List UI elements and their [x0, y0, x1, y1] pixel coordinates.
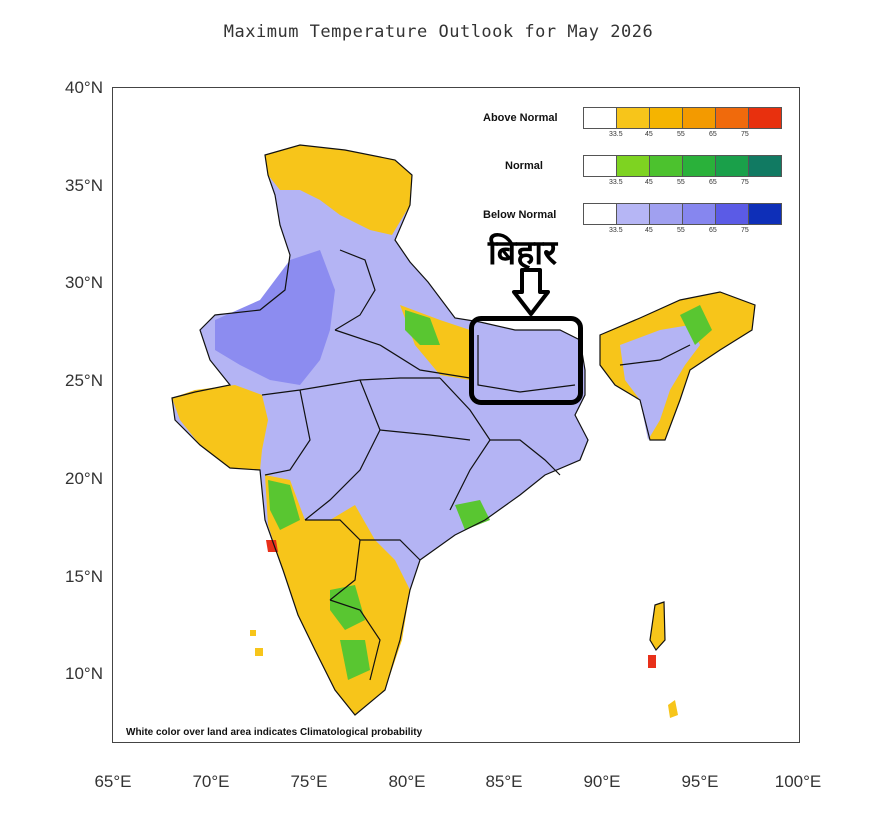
- legend-tick: 65: [709, 131, 717, 138]
- legend-tick: 75: [741, 131, 749, 138]
- legend-swatch: [616, 108, 649, 128]
- below-dark-region: [215, 250, 335, 385]
- above-north: [265, 145, 412, 235]
- below-northeast: [620, 325, 700, 440]
- lakshadweep: [255, 648, 263, 656]
- legend-swatch: [748, 204, 781, 224]
- bihar-highlight-box: [469, 316, 583, 405]
- legend-above-label: Above Normal: [483, 112, 558, 124]
- above-red-patch-andaman: [648, 655, 656, 668]
- x-tick-label: 65°E: [94, 772, 132, 791]
- legend-swatch: [616, 204, 649, 224]
- normal-patch-4: [330, 585, 365, 630]
- legend-swatch: [584, 108, 616, 128]
- x-tick-label: 100°E: [774, 772, 822, 791]
- legend-swatch: [649, 156, 682, 176]
- legend-tick: 45: [645, 179, 653, 186]
- above-gujarat: [172, 385, 268, 470]
- legend-swatch: [715, 156, 748, 176]
- below-bihar: [478, 335, 578, 392]
- y-tick-label: 10°N: [65, 664, 103, 683]
- legend-swatch: [649, 204, 682, 224]
- normal-patch-6: [680, 305, 712, 345]
- y-tick-label: 40°N: [65, 78, 103, 97]
- legend-tick: 65: [709, 227, 717, 234]
- legend-tick: 55: [677, 179, 685, 186]
- legend-tick: 33.5: [609, 179, 623, 186]
- y-tick-label: 20°N: [65, 469, 103, 488]
- y-tick-label: 35°N: [65, 176, 103, 195]
- bihar-annotation-label: बिहार: [488, 233, 557, 273]
- legend-tick: 33.5: [609, 131, 623, 138]
- legend-swatch: [748, 156, 781, 176]
- x-tick-label: 80°E: [388, 772, 426, 791]
- legend-tick: 33.5: [609, 227, 623, 234]
- legend-normal-label: Normal: [505, 160, 543, 172]
- nicobar-islands: [668, 700, 678, 718]
- legend-swatch: [682, 156, 715, 176]
- lakshadweep-2: [250, 630, 256, 636]
- state-boundaries: [171, 144, 756, 716]
- legend-tick: 75: [741, 179, 749, 186]
- down-arrow-icon: [512, 268, 550, 316]
- legend-below-label: Below Normal: [483, 209, 557, 221]
- normal-patch-2: [268, 480, 300, 530]
- chart-title: Maximum Temperature Outlook for May 2026: [223, 22, 654, 42]
- legend-swatch: [682, 108, 715, 128]
- legend-tick: 55: [677, 227, 685, 234]
- x-tick-label: 75°E: [290, 772, 328, 791]
- x-tick-label: 95°E: [681, 772, 719, 791]
- normal-patch-1: [405, 310, 440, 345]
- legend-swatch: [715, 204, 748, 224]
- legend-swatch: [682, 204, 715, 224]
- legend-swatch: [584, 204, 616, 224]
- legend-tick: 45: [645, 227, 653, 234]
- x-tick-label: 70°E: [192, 772, 230, 791]
- legend-swatch: [748, 108, 781, 128]
- legend-swatch: [715, 108, 748, 128]
- x-tick-label: 85°E: [485, 772, 523, 791]
- y-tick-label: 15°N: [65, 567, 103, 586]
- x-tick-label: 90°E: [583, 772, 621, 791]
- legend-swatch: [584, 156, 616, 176]
- y-tick-label: 25°N: [65, 371, 103, 390]
- legend-tick: 45: [645, 131, 653, 138]
- y-tick-label: 30°N: [65, 273, 103, 292]
- map-frame: [112, 87, 800, 743]
- legend-tick: 55: [677, 131, 685, 138]
- legend-swatch: [649, 108, 682, 128]
- legend-tick: 65: [709, 179, 717, 186]
- legend-tick: 75: [741, 227, 749, 234]
- legend-swatch: [616, 156, 649, 176]
- footnote: White color over land area indicates Cli…: [126, 727, 423, 738]
- normal-patch-5: [340, 640, 370, 680]
